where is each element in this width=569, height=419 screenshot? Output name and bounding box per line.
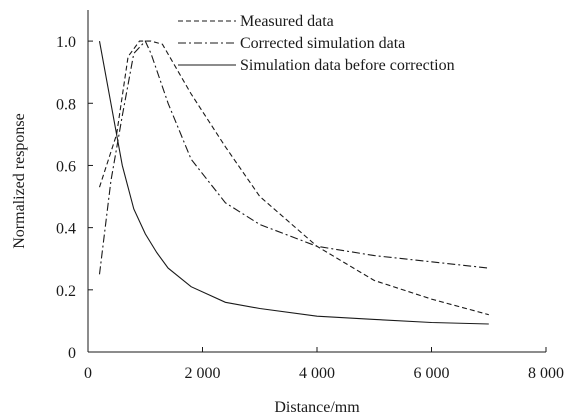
y-tick-label: 1.0 bbox=[56, 34, 76, 51]
series-lines bbox=[98, 40, 489, 325]
x-tick-label: 8 000 bbox=[528, 365, 564, 382]
x-axis-title: Distance/mm bbox=[274, 399, 360, 416]
x-tick-label: 4 000 bbox=[299, 365, 335, 382]
series-line-1 bbox=[98, 40, 489, 316]
chart-legend: Measured data Corrected simulation data Si… bbox=[178, 13, 455, 74]
x-tick-label: 6 000 bbox=[414, 365, 450, 382]
x-tick-label: 0 bbox=[84, 365, 92, 382]
x-tick-label: 2 000 bbox=[185, 365, 221, 382]
series-line-3 bbox=[98, 41, 489, 325]
legend-label-2: Corrected simulation data bbox=[240, 35, 405, 52]
series-line-2 bbox=[98, 40, 489, 275]
y-tick-label: 0.4 bbox=[56, 221, 76, 238]
y-tick-label: 0.2 bbox=[56, 283, 76, 300]
y-tick-label: 0.8 bbox=[56, 96, 76, 113]
y-axis-title: Normalized response bbox=[11, 113, 28, 249]
y-tick-label: 0.6 bbox=[56, 158, 76, 175]
y-axis-ticks: 0 0.2 0.4 0.6 0.8 1.0 bbox=[56, 34, 93, 362]
legend-label-3: Simulation data before correction bbox=[240, 57, 455, 74]
x-axis-ticks: 0 2 000 4 000 6 000 8 000 bbox=[84, 347, 564, 382]
legend-label-1: Measured data bbox=[240, 13, 334, 30]
y-tick-label: 0 bbox=[68, 345, 76, 362]
